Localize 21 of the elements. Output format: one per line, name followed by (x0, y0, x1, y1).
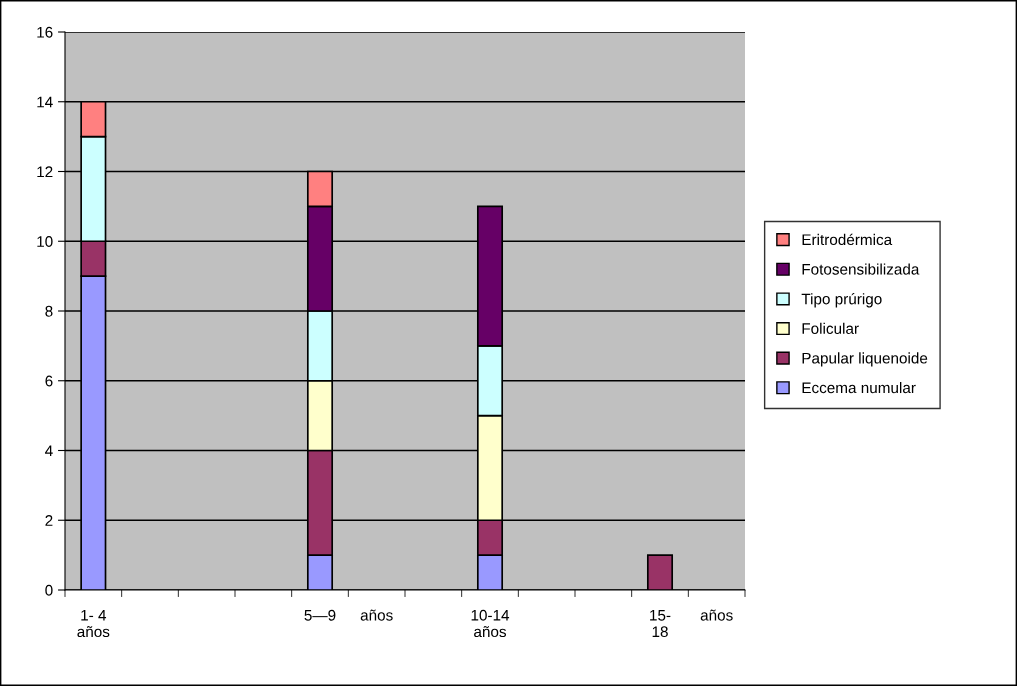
legend-label: Tipo prúrigo (801, 292, 882, 308)
x-tick-label: años (360, 609, 393, 621)
x-tick-label: 5—9 (304, 609, 336, 621)
y-tick-label: 16 (37, 26, 53, 38)
y-tick-label: 4 (45, 445, 53, 457)
x-tick-label: 15- 18 (650, 610, 671, 638)
legend-label: Papular liquenoide (802, 352, 928, 367)
legend-label: Fotosensibilizada (802, 263, 920, 275)
legend-label: Folicular (802, 322, 859, 334)
y-tick-label: 8 (45, 305, 53, 317)
legend-label: Eccema numular (802, 381, 916, 394)
y-tick-label: 10 (37, 236, 53, 247)
x-tick-label: 1- 4 años (77, 610, 110, 638)
y-tick-label: 12 (37, 166, 53, 178)
y-tick-label: 2 (45, 515, 53, 526)
y-tick-label: 14 (37, 96, 53, 108)
legend-label: Eritrodérmica (802, 233, 893, 246)
x-tick-label: años (700, 609, 733, 621)
y-tick-label: 0 (45, 584, 53, 596)
x-tick-label: 10-14 años (471, 609, 510, 638)
y-tick-label: 6 (45, 375, 53, 387)
